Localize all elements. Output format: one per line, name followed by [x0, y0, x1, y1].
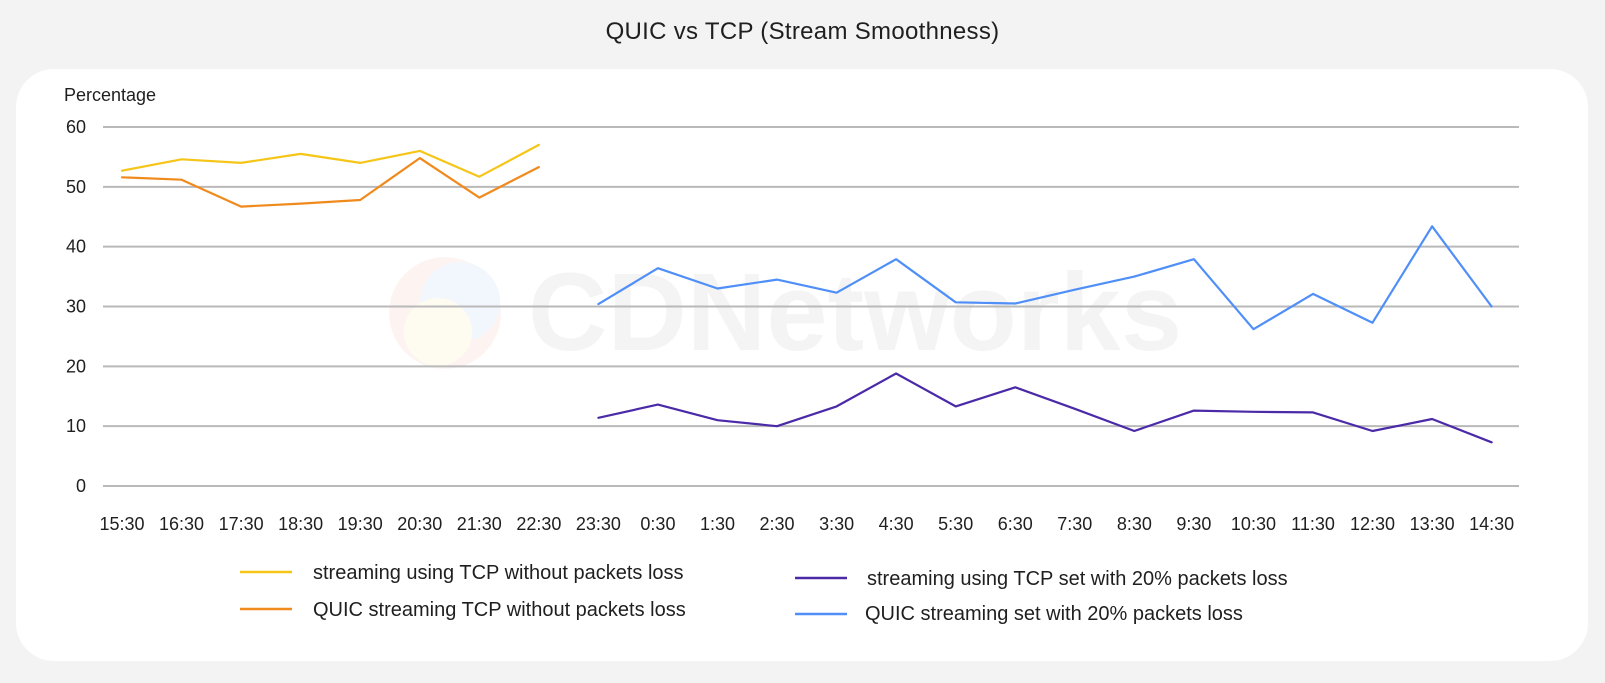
x-tick-label: 23:30: [576, 514, 621, 534]
x-tick-label: 4:30: [879, 514, 914, 534]
x-tick-label: 12:30: [1350, 514, 1395, 534]
x-tick-label: 18:30: [278, 514, 323, 534]
legend-label: QUIC streaming set with 20% packets loss: [865, 603, 1243, 625]
x-tick-label: 17:30: [219, 514, 264, 534]
legend-label: streaming using TCP set with 20% packets…: [867, 568, 1288, 590]
y-tick-label: 10: [66, 416, 86, 436]
chart-card: [16, 69, 1588, 661]
x-tick-label: 11:30: [1291, 514, 1335, 534]
x-tick-label: 1:30: [700, 514, 735, 534]
x-tick-label: 0:30: [640, 514, 675, 534]
x-tick-label: 13:30: [1410, 514, 1455, 534]
legend-label: streaming using TCP without packets loss: [313, 562, 684, 584]
x-axis-ticks: 15:30 16:30 17:30 18:30 19:30 20:30 21:30 22:30…: [99, 514, 1514, 534]
y-tick-label: 0: [76, 476, 86, 496]
x-tick-label: 2:30: [760, 514, 795, 534]
y-tick-label: 50: [66, 177, 86, 197]
x-tick-label: 3:30: [819, 514, 854, 534]
x-tick-label: 9:30: [1176, 514, 1211, 534]
y-tick-label: 60: [66, 117, 86, 137]
x-tick-label: 6:30: [998, 514, 1033, 534]
series-line-2: [597, 372, 1493, 444]
legend: streaming using TCP without packets loss…: [240, 562, 1288, 625]
y-tick-label: 20: [66, 356, 86, 376]
x-tick-label: 5:30: [938, 514, 973, 534]
legend-label: QUIC streaming TCP without packets loss: [313, 599, 686, 621]
x-tick-label: 8:30: [1117, 514, 1152, 534]
x-tick-label: 14:30: [1469, 514, 1514, 534]
x-tick-label: 21:30: [457, 514, 502, 534]
x-tick-label: 19:30: [338, 514, 383, 534]
grid-lines: [103, 126, 1519, 487]
y-axis-title: Percentage: [64, 85, 156, 105]
series-line-1: [120, 157, 540, 208]
x-tick-label: 20:30: [397, 514, 442, 534]
series-line-3: [597, 225, 1493, 331]
x-tick-label: 16:30: [159, 514, 204, 534]
x-tick-label: 15:30: [99, 514, 144, 534]
y-tick-label: 30: [66, 297, 86, 317]
x-tick-label: 22:30: [516, 514, 561, 534]
x-tick-label: 10:30: [1231, 514, 1276, 534]
y-tick-label: 40: [66, 237, 86, 257]
series-lines: [120, 143, 1493, 444]
watermark: CDNetworks: [389, 251, 1182, 374]
svg-text:CDNetworks: CDNetworks: [528, 251, 1182, 374]
y-axis-ticks: 0 10 20 30 40 50 60: [66, 117, 86, 496]
x-tick-label: 7:30: [1057, 514, 1092, 534]
chart-title: QUIC vs TCP (Stream Smoothness): [605, 18, 1000, 45]
series-line-0: [120, 143, 540, 178]
